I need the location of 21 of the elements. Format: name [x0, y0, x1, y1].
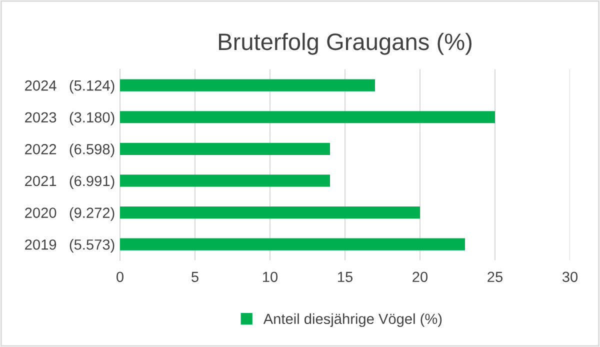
y-tick-label: 2019 (5.573)	[25, 239, 114, 253]
bar	[120, 238, 465, 250]
y-tick-label: 2023 (3.180)	[25, 112, 114, 126]
legend-label: Anteil diesjährige Vögel (%)	[263, 313, 442, 327]
x-tick-label: 0	[116, 272, 124, 282]
bar	[120, 206, 420, 219]
bar	[120, 111, 495, 124]
x-tick-label: 5	[192, 272, 198, 282]
x-tick-label: 10	[263, 272, 278, 282]
x-tick-label: 15	[338, 272, 352, 282]
x-tick-label: 25	[488, 272, 502, 282]
y-tick-label: 2020 (9.272)	[25, 207, 114, 221]
bar	[120, 142, 330, 155]
y-tick-label: 2021 (6.991)	[25, 175, 114, 190]
y-tick-label: 2022 (6.598)	[25, 144, 114, 158]
bar	[120, 174, 330, 187]
x-tick-label: 30	[562, 272, 578, 282]
bar	[120, 79, 375, 92]
chart-title: Bruterfolg Graugans (%)	[219, 32, 472, 55]
x-tick-label: 20	[412, 272, 428, 282]
y-tick-label: 2024 (5.124)	[25, 80, 114, 94]
